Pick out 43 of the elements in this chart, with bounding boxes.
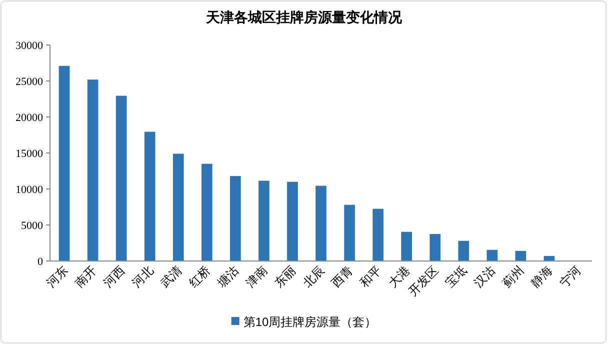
x-tick-label: 东丽	[272, 263, 299, 290]
x-tick-label: 静海	[528, 263, 556, 290]
y-tick-label: 5000	[21, 220, 44, 232]
bar	[458, 240, 470, 261]
bar	[430, 234, 441, 261]
y-tick-label: 30000	[16, 40, 44, 52]
bar	[172, 154, 184, 261]
y-tick-label: 20000	[16, 112, 44, 124]
x-tick-label: 宁河	[556, 263, 584, 290]
y-tick-label: 0	[38, 256, 44, 268]
x-tick-label: 河北	[129, 263, 156, 290]
bar	[316, 186, 326, 261]
x-tick-label: 武清	[158, 263, 184, 290]
x-tick-label: 红桥	[186, 263, 214, 290]
y-tick-label: 10000	[16, 184, 44, 196]
y-tick-label: 25000	[16, 76, 44, 88]
x-tick-label: 南开	[72, 263, 99, 290]
x-tick-label: 汉沽	[471, 263, 498, 290]
x-tick-label: 河西	[100, 263, 128, 290]
bar	[230, 176, 241, 261]
x-tick-label: 塘沽	[214, 263, 242, 291]
bar	[401, 232, 412, 261]
chart-title: 天津各城区挂牌房源量变化情况	[205, 9, 403, 25]
x-tick-label: 宝坻	[442, 263, 470, 290]
bar	[258, 180, 270, 261]
x-tick-label: 和平	[357, 263, 384, 290]
bar	[144, 132, 156, 261]
x-tick-label: 河东	[44, 263, 70, 290]
bar	[344, 204, 355, 261]
x-tick-label: 津南	[243, 263, 270, 290]
bar	[287, 182, 298, 261]
bar	[87, 80, 98, 261]
bar	[486, 250, 498, 261]
bar	[116, 96, 127, 261]
bar	[201, 164, 212, 261]
bar	[372, 208, 384, 261]
y-tick-label: 15000	[16, 148, 44, 160]
x-tick-label: 西青	[328, 263, 356, 290]
bar	[58, 66, 70, 261]
bar	[515, 250, 526, 261]
x-tick-label: 北辰	[300, 263, 328, 290]
legend-label: 第10周挂牌房源量（套）	[243, 315, 377, 329]
x-tick-label: 蓟州	[500, 263, 527, 290]
